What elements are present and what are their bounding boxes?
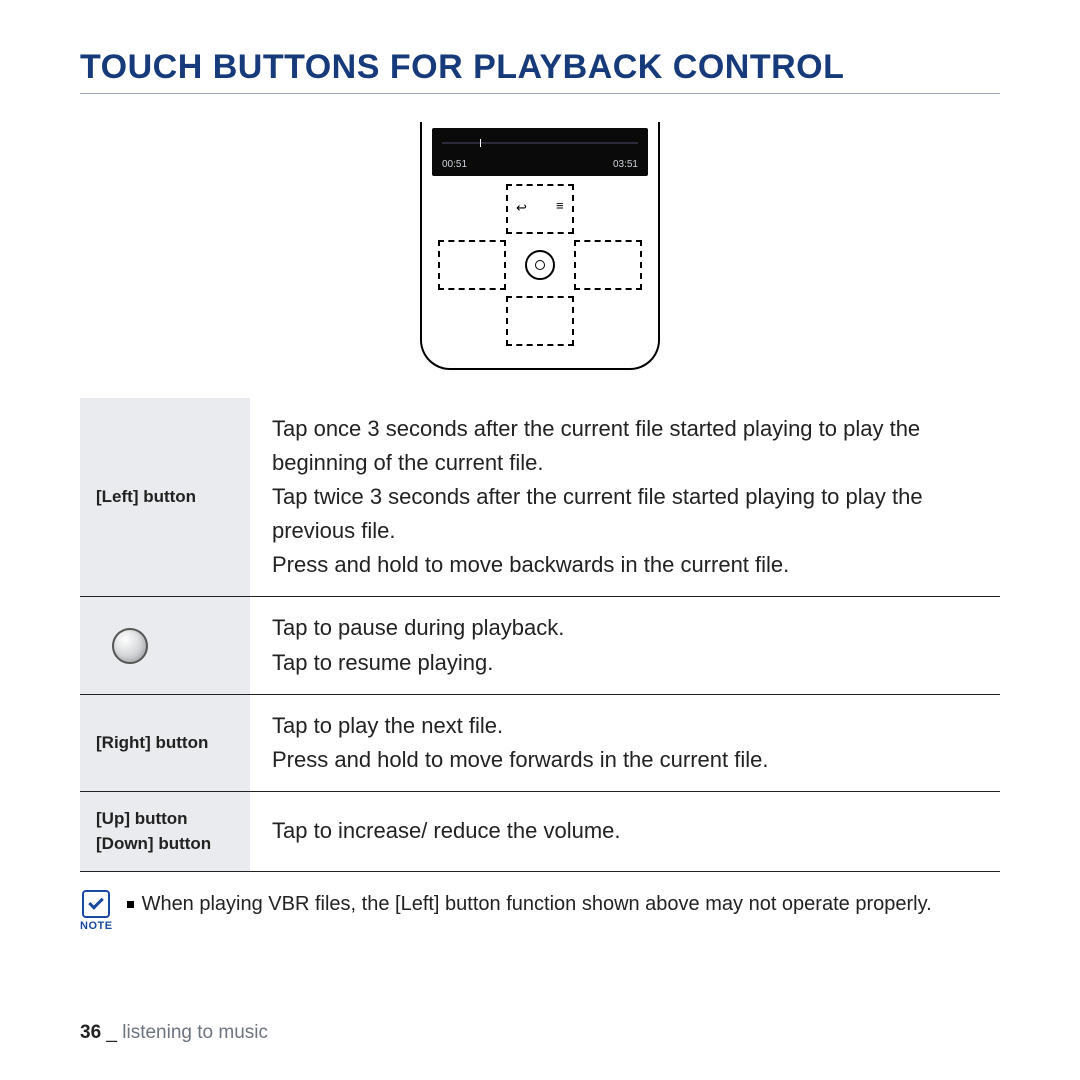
dpad: ↩ ≡ [432, 184, 648, 354]
row-desc-left: Tap once 3 seconds after the current fil… [250, 398, 1000, 597]
back-icon: ↩ [516, 200, 527, 216]
table-row: Tap to pause during playback. Tap to res… [80, 597, 1000, 694]
manual-page: TOUCH BUTTONS FOR PLAYBACK CONTROL 00:51… [0, 0, 1080, 1080]
page-title: TOUCH BUTTONS FOR PLAYBACK CONTROL [80, 48, 1000, 94]
note-row: NOTE When playing VBR files, the [Left] … [80, 890, 1000, 932]
dpad-left-zone [438, 240, 506, 290]
progress-tick [480, 139, 481, 147]
desc-line: Tap to pause during playback. [272, 611, 990, 645]
device-illustration-wrap: 00:51 03:51 ↩ ≡ [80, 122, 1000, 370]
desc-line: Press and hold to move forwards in the c… [272, 743, 990, 777]
row-label-left: [Left] button [80, 398, 250, 597]
center-button-icon [112, 628, 148, 664]
row-desc-center: Tap to pause during playback. Tap to res… [250, 597, 1000, 694]
footer-separator: _ [101, 1022, 122, 1043]
note-text: When playing VBR files, the [Left] butto… [127, 890, 932, 919]
row-label-right: [Right] button [80, 694, 250, 791]
desc-line: Tap twice 3 seconds after the current fi… [272, 480, 990, 548]
desc-line: Tap once 3 seconds after the current fil… [272, 412, 990, 480]
desc-line: Tap to increase/ reduce the volume. [272, 814, 990, 848]
dpad-center-dot [535, 260, 545, 270]
table-row: [Right] button Tap to play the next file… [80, 694, 1000, 791]
note-icon [82, 890, 110, 918]
note-badge: NOTE [80, 890, 113, 932]
device-illustration: 00:51 03:51 ↩ ≡ [420, 122, 660, 370]
desc-line: Tap to play the next file. [272, 709, 990, 743]
dpad-down-zone [506, 296, 574, 346]
row-label-center [80, 597, 250, 694]
section-name: listening to music [122, 1022, 268, 1043]
row-desc-updown: Tap to increase/ reduce the volume. [250, 791, 1000, 871]
note-label: NOTE [80, 920, 113, 932]
page-footer: 36 _ listening to music [80, 1022, 268, 1044]
row-desc-right: Tap to play the next file. Press and hol… [250, 694, 1000, 791]
row-label-updown: [Up] button [Down] button [80, 791, 250, 871]
note-body: When playing VBR files, the [Left] butto… [142, 893, 932, 915]
table-row: [Left] button Tap once 3 seconds after t… [80, 398, 1000, 597]
progress-bar [442, 142, 638, 144]
device-screen: 00:51 03:51 [432, 128, 648, 176]
time-elapsed: 00:51 [442, 159, 467, 170]
button-functions-table: [Left] button Tap once 3 seconds after t… [80, 398, 1000, 872]
check-icon [89, 894, 105, 910]
desc-line: Press and hold to move backwards in the … [272, 548, 990, 582]
menu-icon: ≡ [556, 198, 564, 213]
bullet-icon [127, 901, 134, 908]
dpad-right-zone [574, 240, 642, 290]
desc-line: Tap to resume playing. [272, 646, 990, 680]
time-total: 03:51 [613, 159, 638, 170]
table-row: [Up] button [Down] button Tap to increas… [80, 791, 1000, 871]
page-number: 36 [80, 1022, 101, 1043]
